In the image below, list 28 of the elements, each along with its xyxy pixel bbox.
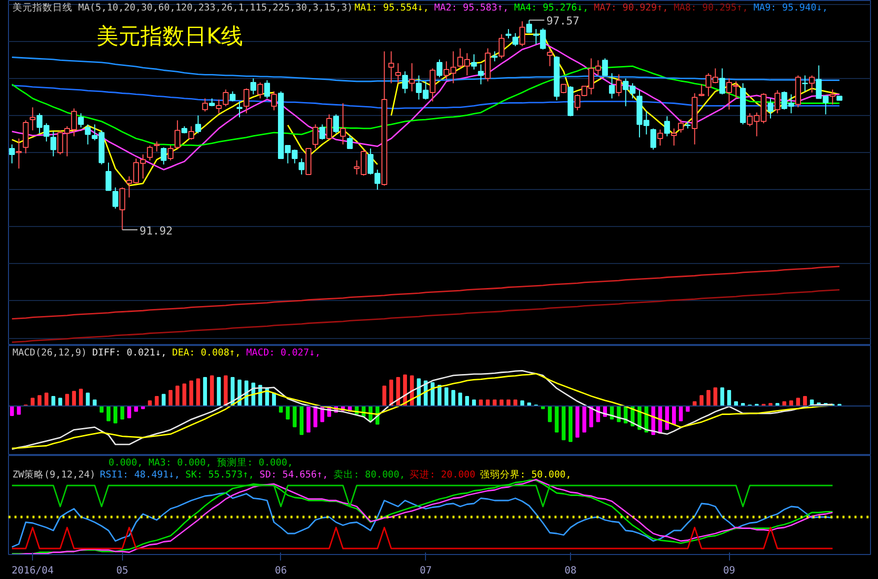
text: 0.000, MA3: 0.000, 预测里: 0.000, [108, 456, 293, 468]
text: MA7: 90.929↑, [594, 2, 668, 14]
text: MA9: 95.940↓, [754, 2, 828, 14]
text: MACD: 0.027↓, [246, 348, 321, 358]
text: RSI1: 48.491↓, [100, 470, 180, 480]
series-label: 卖出: 80.000, [334, 468, 406, 480]
chart-subtitle: 美元指数日线 MA(5,10,20,30,60,120,233,26,1,115,225,30,3,15,3) [12, 2, 353, 14]
annotation: 91.92 [139, 224, 173, 238]
text: MA2: 95.583↑, [434, 2, 509, 14]
x-tick-label: 05 [116, 566, 128, 576]
x-tick-label: 08 [564, 566, 577, 576]
text: DEA: 0.008↑, [172, 348, 241, 358]
x-tick-label: 09 [723, 566, 736, 576]
series-label: SD: 54.656↑, [260, 470, 328, 480]
chart-title: MACD(26,12,9) [12, 348, 87, 358]
chart-title: ZW策略(9,12,24) [12, 468, 96, 480]
annotation: 97.57 [546, 14, 580, 28]
text: MA8: 90.295↑, [674, 2, 748, 14]
text: MA1: 95.554↓, [354, 2, 429, 14]
text: 美元指数日K线 [96, 24, 243, 50]
x-tick-label: 07 [420, 566, 432, 576]
x-tick-label: 06 [274, 566, 287, 576]
x-tick-label: 2016/04 [12, 566, 54, 576]
ref-line-label: 强弱分界: 50.000, [480, 468, 572, 480]
text: 买进: 20.000 [410, 468, 476, 480]
series-label: SK: 55.573↑, [185, 470, 254, 480]
text: MA4: 95.276↓, [514, 2, 588, 14]
text: DIFF: 0.021↓, [92, 348, 167, 358]
